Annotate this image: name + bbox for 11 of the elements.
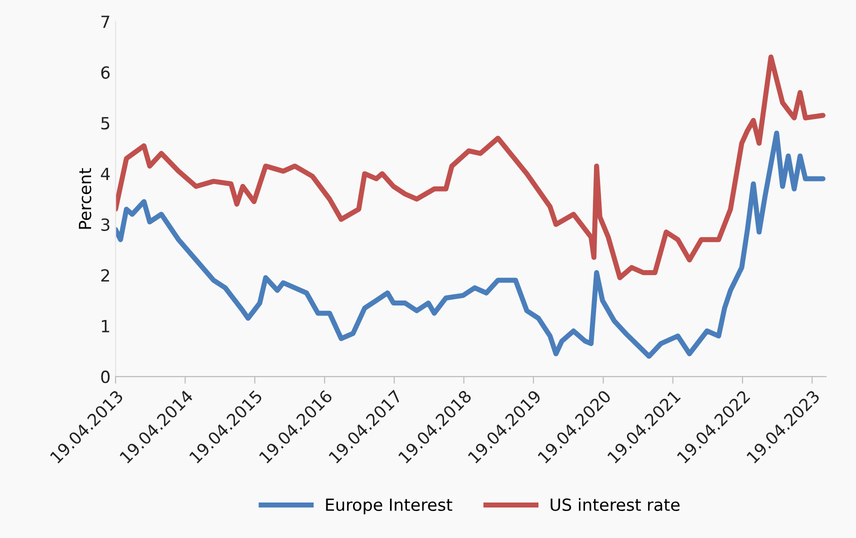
y-tick-label: 3: [101, 218, 110, 231]
legend-label: Europe Interest: [326, 498, 452, 514]
y-tick-label: 5: [101, 117, 110, 130]
y-tick-label: 7: [101, 16, 110, 28]
y-tick-label: 4: [100, 168, 110, 180]
legend-label: US interest rate: [550, 498, 680, 512]
y-axis-title: Percent: [78, 168, 92, 229]
y-tick-label: 1: [102, 320, 110, 332]
y-tick-label: 6: [101, 66, 110, 79]
y-tick-label: 0: [101, 370, 110, 384]
y-tick-label: 2: [101, 269, 110, 282]
